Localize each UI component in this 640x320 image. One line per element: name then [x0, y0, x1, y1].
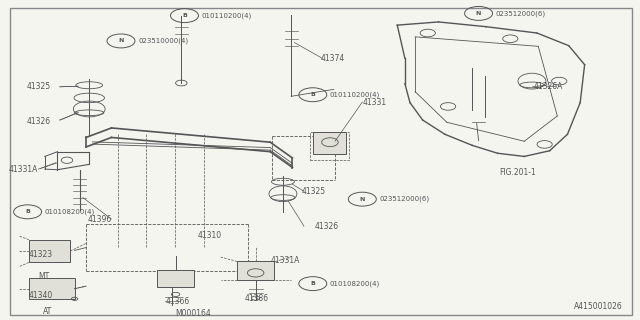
- Text: 023510000(4): 023510000(4): [138, 38, 188, 44]
- Text: M000164: M000164: [175, 308, 211, 317]
- Text: 41310: 41310: [197, 231, 221, 240]
- FancyBboxPatch shape: [157, 270, 194, 287]
- Text: 023512000(6): 023512000(6): [496, 10, 546, 17]
- Text: 41323: 41323: [29, 250, 53, 259]
- Text: 010110200(4): 010110200(4): [202, 12, 252, 19]
- FancyBboxPatch shape: [314, 132, 346, 154]
- Text: 41326: 41326: [27, 117, 51, 126]
- Text: 010108200(4): 010108200(4): [45, 209, 95, 215]
- Text: 41325: 41325: [27, 82, 51, 91]
- Text: B: B: [25, 209, 30, 214]
- Text: 41366: 41366: [166, 298, 189, 307]
- Text: B: B: [182, 13, 187, 18]
- Text: 41386: 41386: [245, 294, 269, 303]
- Text: AT: AT: [43, 307, 52, 316]
- Text: 41326: 41326: [315, 221, 339, 230]
- FancyBboxPatch shape: [29, 278, 75, 300]
- Text: 41325: 41325: [302, 187, 326, 196]
- Text: 41340: 41340: [29, 291, 53, 300]
- Text: N: N: [360, 197, 365, 202]
- Text: A415001026: A415001026: [574, 302, 623, 311]
- Text: 41331A: 41331A: [9, 164, 38, 173]
- FancyBboxPatch shape: [237, 261, 274, 280]
- Text: 023512000(6): 023512000(6): [380, 196, 429, 203]
- FancyBboxPatch shape: [29, 240, 70, 262]
- Text: N: N: [118, 38, 124, 44]
- Text: B: B: [310, 281, 316, 286]
- Text: 41331: 41331: [362, 98, 387, 107]
- Text: FIG.201-1: FIG.201-1: [499, 168, 536, 177]
- Text: 41331A: 41331A: [270, 256, 300, 265]
- Text: 41374: 41374: [321, 54, 346, 63]
- Text: 41326A: 41326A: [534, 82, 563, 91]
- Text: B: B: [310, 92, 316, 97]
- Text: 010108200(4): 010108200(4): [330, 280, 380, 287]
- Text: N: N: [476, 11, 481, 16]
- Text: 010110200(4): 010110200(4): [330, 92, 380, 98]
- Text: MT: MT: [38, 272, 50, 281]
- Text: 41396: 41396: [87, 215, 111, 224]
